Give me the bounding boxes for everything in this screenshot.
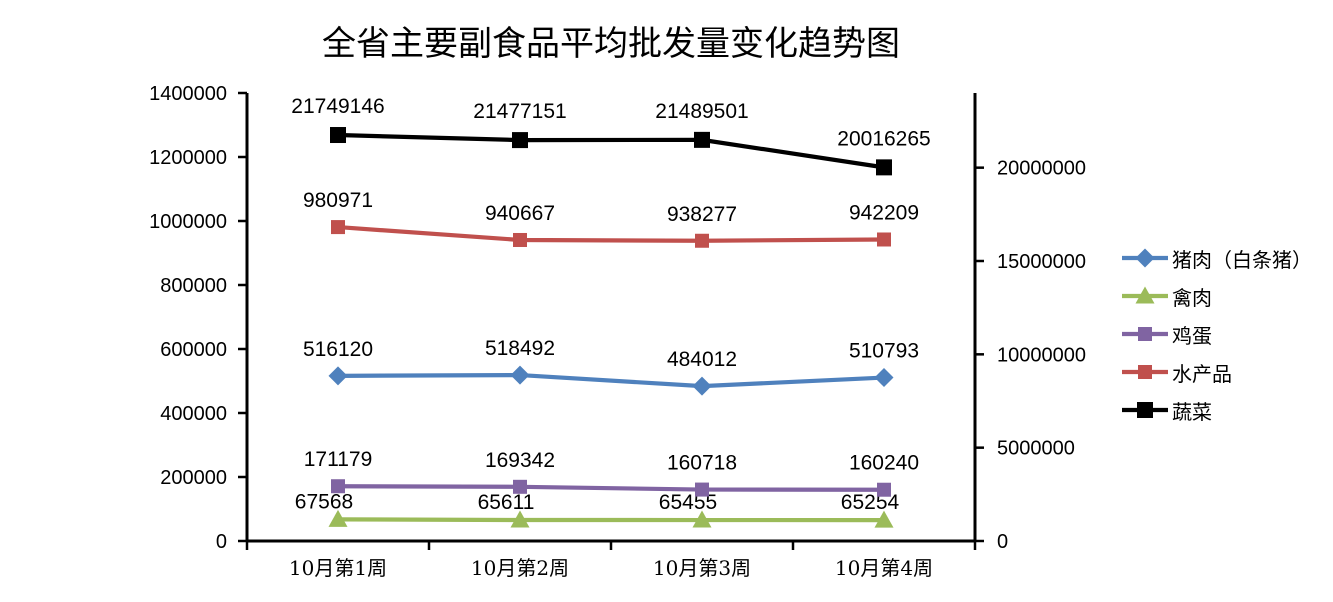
series-1-marker <box>692 510 712 528</box>
legend-key-icon <box>1122 286 1168 304</box>
series-2-marker <box>877 482 891 497</box>
series-2-marker <box>695 482 709 497</box>
legend-item-0: 猪肉（白条猪） <box>1122 239 1312 277</box>
series-line-0 <box>337 372 885 389</box>
series-4-marker <box>694 131 710 148</box>
legend-key-marker <box>1135 286 1155 304</box>
legend-key-icon <box>1122 365 1168 379</box>
legend-key-icon <box>1122 248 1168 268</box>
y-axis-right-tick-label: 20000000 <box>997 158 1086 180</box>
legend-key-icon <box>1122 402 1168 418</box>
series-3: 980971 940667 938277 942209 <box>303 189 919 248</box>
series-line-3 <box>337 224 885 243</box>
y-axis-left-tick-label: 400000 <box>160 403 227 425</box>
chart-title: 全省主要副食品平均批发量变化趋势图 <box>322 24 900 64</box>
series-3-data-label: 980971 <box>303 189 373 212</box>
y-axis-left-tick-label: 1200000 <box>149 147 227 169</box>
y-axis-left-tick-label: 1000000 <box>149 211 227 233</box>
y-axis-right-tick-label: 15000000 <box>997 251 1086 273</box>
series-2-data-label: 160718 <box>667 452 737 475</box>
legend-item-1: 禽肉 <box>1122 277 1312 315</box>
y-axis-left-tick-label: 1400000 <box>149 83 227 105</box>
series-4-data-label: 20016265 <box>837 127 930 150</box>
series-4: 21749146 21477151 21489501 20016265 <box>291 95 931 176</box>
series-4-data-label: 21749146 <box>291 95 384 118</box>
series-3-data-label: 942209 <box>849 201 919 224</box>
series-1-marker <box>328 509 348 527</box>
series-1-marker <box>874 510 894 528</box>
series-4-marker <box>330 127 346 144</box>
legend-key-icon <box>1122 327 1168 341</box>
series-0-marker <box>510 365 530 385</box>
series-0-marker <box>692 376 712 396</box>
legend-key-marker <box>1137 402 1153 418</box>
legend-label: 猪肉（白条猪） <box>1172 247 1312 272</box>
series-1-data-label: 65455 <box>659 491 717 514</box>
series-2-marker <box>331 479 345 494</box>
series-line-1 <box>337 517 885 523</box>
legend-label: 水产品 <box>1172 361 1232 386</box>
y-axis-left-tick-label: 600000 <box>160 339 227 361</box>
series-2-marker <box>513 479 527 494</box>
legend-label: 禽肉 <box>1172 285 1212 310</box>
series-0-data-label: 510793 <box>849 340 919 363</box>
legend-key-marker <box>1138 365 1152 379</box>
x-axis-category-label: 10月第1周 <box>289 556 387 580</box>
series-0-marker <box>874 368 894 388</box>
x-axis-category-label: 10月第3周 <box>653 556 751 580</box>
y-axis-left-tick-label: 200000 <box>160 467 227 489</box>
series-3-data-label: 938277 <box>667 203 737 226</box>
series-3-marker <box>877 232 891 247</box>
series-line-2 <box>337 484 885 492</box>
series-4-data-label: 21489501 <box>655 100 748 123</box>
legend-key-marker <box>1138 327 1152 341</box>
series-4-marker <box>876 159 892 176</box>
legend-key-marker <box>1135 248 1155 268</box>
series-2: 171179 169342 160718 160240 <box>304 448 919 497</box>
series-0: 516120 518492 484012 510793 <box>303 337 919 396</box>
y-axis-right-tick-label: 5000000 <box>997 438 1075 460</box>
series-1-data-label: 67568 <box>295 490 353 513</box>
series-4-data-label: 21477151 <box>473 100 566 123</box>
series-0-marker <box>328 366 348 386</box>
x-axis-category-label: 10月第2周 <box>471 556 569 580</box>
series-0-data-label: 516120 <box>303 338 373 361</box>
series-4-marker <box>512 132 528 149</box>
y-axis-left-tick-label: 800000 <box>160 275 227 297</box>
series-1-data-label: 65254 <box>841 491 900 514</box>
y-axis-right-tick-label: 10000000 <box>997 344 1086 366</box>
legend: 猪肉（白条猪） 禽肉鸡蛋水产品蔬菜 <box>1122 239 1312 429</box>
legend-label: 鸡蛋 <box>1172 323 1212 348</box>
series-0-data-label: 518492 <box>485 337 555 360</box>
series-3-marker <box>331 220 345 235</box>
series-2-data-label: 171179 <box>304 448 373 471</box>
series-1-data-label: 65611 <box>478 491 535 514</box>
series-2-data-label: 169342 <box>485 449 555 472</box>
series-1: 67568 65611 65455 65254 <box>295 490 900 528</box>
series-2-data-label: 160240 <box>849 452 919 475</box>
legend-item-3: 水产品 <box>1122 353 1312 391</box>
series-line-4 <box>337 132 885 170</box>
series-1-marker <box>510 510 530 528</box>
legend-item-4: 蔬菜 <box>1122 391 1312 429</box>
series-3-marker <box>695 233 709 248</box>
series-3-marker <box>513 232 527 247</box>
legend-label: 蔬菜 <box>1172 399 1212 424</box>
series-3-data-label: 940667 <box>485 202 555 225</box>
y-axis-right-tick-label: 0 <box>997 531 1008 553</box>
y-axis-left-tick-label: 0 <box>216 531 227 553</box>
legend-item-2: 鸡蛋 <box>1122 315 1312 353</box>
x-axis-category-label: 10月第4周 <box>835 556 933 580</box>
series-0-data-label: 484012 <box>667 348 737 371</box>
